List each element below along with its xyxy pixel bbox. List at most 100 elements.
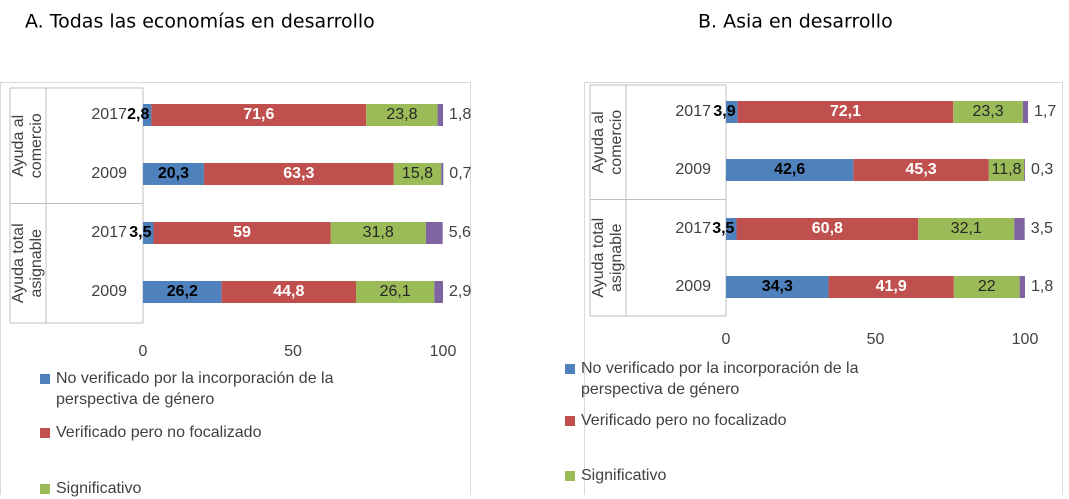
data-label: 3,5 [1031,220,1053,237]
y-tick-label: 2017 [91,224,127,241]
data-label: 20,3 [158,165,189,182]
legend-label: No verificado por la incorporación de la… [581,360,859,398]
legend-item: Significativo [40,478,386,499]
data-label: 3,9 [713,103,735,120]
group-label-line: comercio [608,110,625,175]
bar-segment [726,276,829,298]
y-tick-label: 2009 [675,161,711,178]
data-label: 0,7 [449,165,471,182]
legend-swatch [40,484,50,494]
chart-frame [0,82,471,495]
legend-item: Significativo [565,465,911,486]
x-tick-label: 50 [867,331,885,348]
data-label: 32,1 [951,220,982,237]
bar-segment [330,222,426,244]
group-label: Ayuda totalasignable [10,223,45,303]
chart-title: A. Todas las economías en desarrollo [25,11,375,33]
x-tick-label: 100 [1012,331,1039,348]
bar-segment [953,101,1023,123]
data-label: 42,6 [774,161,805,178]
bar-segment [988,159,1025,181]
legend-swatch [40,428,50,438]
data-label: 15,8 [402,165,433,182]
group-label-line: comercio [28,113,45,178]
bar-segment [853,159,989,181]
bar-segment [221,281,356,303]
bar-segment [441,163,444,185]
y-tick-label: 2009 [91,165,127,182]
group-label-line: asignable [28,229,45,298]
bar-segment [203,163,394,185]
data-label: 72,1 [830,103,861,120]
legend-label: Verificado pero no focalizado [581,412,787,429]
legend-label: Significativo [56,480,142,497]
bar-segment [434,281,443,303]
legend-label: No verificado por la incorporación de la… [56,370,334,408]
y-tick-label: 2009 [675,278,711,295]
bar-segment [736,218,919,240]
bar-segment [1014,218,1025,240]
bar-segment [737,101,954,123]
data-label: 34,3 [762,278,793,295]
legend-label: Significativo [581,467,667,484]
group-label: Ayuda alcomercio [590,110,625,175]
bar-segment [153,222,331,244]
bar-segment [726,101,738,123]
bar-segment [918,218,1015,240]
group-label-line: Ayuda al [590,111,607,173]
legend-swatch [565,364,575,374]
bar-segment [726,218,737,240]
data-label: 0,3 [1031,161,1053,178]
legend-item: No verificado por la incorporación de la… [40,368,386,410]
legend-label: Verificado pero no focalizado [56,424,262,441]
data-label: 31,8 [363,224,394,241]
bar-segment [1024,159,1025,181]
data-label: 44,8 [273,283,304,300]
bar-segment [393,163,442,185]
legend-swatch [565,416,575,426]
bar-segment [366,104,438,126]
data-label: 71,6 [243,106,274,123]
group-label-line: Ayuda total [590,218,607,298]
data-label: 63,3 [283,165,314,182]
data-label: 5,6 [449,224,471,241]
group-label-line: Ayuda al [10,115,27,177]
data-label: 3,5 [129,224,151,241]
x-tick-label: 0 [139,343,148,360]
x-tick-label: 0 [722,331,731,348]
group-label: Ayuda alcomercio [10,113,45,178]
chart-title: B. Asia en desarrollo [698,11,893,33]
legend-swatch [40,374,50,384]
data-label: 2,8 [127,106,149,123]
bar-segment [828,276,954,298]
data-label: 1,8 [1031,278,1053,295]
bar-segment [356,281,435,303]
bar-segment [143,163,204,185]
y-tick-label: 2017 [675,103,711,120]
data-label: 59 [233,224,251,241]
data-label: 22 [978,278,996,295]
data-label: 60,8 [812,220,843,237]
data-label: 1,8 [449,106,471,123]
group-label-line: asignable [608,223,625,292]
legend-swatch [565,471,575,481]
bar-segment [726,159,854,181]
y-tick-label: 2009 [91,283,127,300]
y-tick-label: 2017 [91,106,127,123]
legend-item: No verificado por la incorporación de la… [565,358,911,400]
data-label: 26,1 [380,283,411,300]
data-label: 26,2 [167,283,198,300]
chart-frame [584,82,1063,495]
data-label: 11,8 [991,161,1021,178]
data-label: 23,8 [386,106,417,123]
bar-segment [143,104,152,126]
bar-segment [437,104,443,126]
bar-segment [1019,276,1025,298]
data-label: 2,9 [449,283,471,300]
data-label: 1,7 [1034,103,1056,120]
group-label: Ayuda totalasignable [590,218,625,298]
bar-segment [143,281,222,303]
data-label: 41,9 [876,278,907,295]
legend-item: Verificado pero no focalizado [565,410,911,431]
